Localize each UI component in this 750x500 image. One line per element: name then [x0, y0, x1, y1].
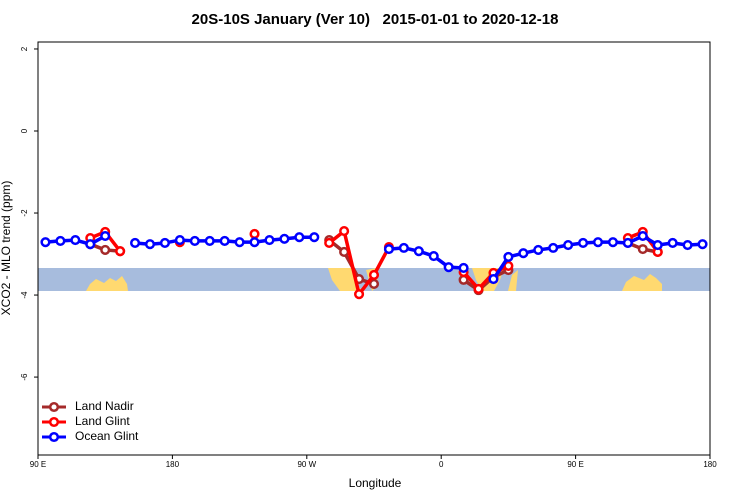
legend-label: Land Nadir: [75, 399, 134, 413]
data-point: [309, 232, 320, 243]
data-point: [159, 237, 170, 249]
y-tick-label: -2: [20, 209, 29, 217]
data-point: [368, 278, 380, 290]
data-point: [339, 226, 350, 237]
data-point: [144, 239, 156, 250]
data-point: [458, 262, 469, 274]
data-point: [85, 239, 96, 250]
data-point: [219, 235, 230, 246]
y-tick-label: 0: [20, 128, 29, 133]
data-point: [324, 237, 335, 249]
x-tick-label: 0: [439, 460, 444, 469]
plot-frame: [37, 41, 711, 456]
data-point: [637, 230, 648, 242]
data-point: [249, 228, 260, 239]
y-axis-label: XCO2 - MLO trend (ppm): [0, 181, 13, 316]
data-point: [115, 246, 126, 257]
data-point: [40, 237, 51, 248]
data-point: [249, 237, 260, 248]
legend-swatch-point: [48, 401, 60, 413]
data-point: [174, 235, 185, 246]
chart-title: 20S-10S January (Ver 10) 2015-01-01 to 2…: [192, 11, 559, 28]
legend-swatch-point: [48, 431, 60, 443]
data-point: [383, 244, 394, 255]
data-point: [548, 242, 559, 253]
data-point: [488, 274, 499, 285]
data-point: [503, 251, 514, 262]
data-point: [607, 237, 618, 248]
data-point: [234, 237, 245, 248]
data-point: [294, 232, 305, 243]
data-point: [398, 242, 409, 253]
x-axis-label: Longitude: [349, 476, 402, 490]
data-point: [100, 244, 111, 255]
y-tick-label: 2: [20, 46, 29, 51]
data-point: [368, 269, 380, 281]
data-point: [563, 239, 574, 251]
data-point: [592, 237, 604, 248]
data-point: [667, 237, 678, 249]
data-point: [682, 239, 693, 251]
data-point: [518, 248, 529, 259]
land-patch: [508, 270, 518, 291]
data-point: [578, 237, 589, 249]
data-point: [70, 235, 81, 246]
x-tick-label: 90 W: [297, 460, 316, 469]
data-point: [697, 239, 708, 250]
data-point: [55, 235, 66, 246]
y-tick-label: -6: [20, 373, 29, 381]
data-point: [503, 260, 514, 271]
legend-label: Land Glint: [75, 414, 130, 428]
data-point: [189, 235, 200, 246]
data-point: [204, 235, 215, 246]
data-point: [279, 233, 290, 244]
data-point: [413, 246, 424, 257]
data-point: [473, 283, 484, 294]
land-patch: [86, 276, 128, 291]
data-point: [652, 239, 663, 251]
x-tick-label: 90 E: [30, 460, 46, 469]
x-tick-label: 90 E: [567, 460, 583, 469]
data-point: [443, 262, 454, 273]
data-point: [100, 230, 111, 242]
x-tick-label: 180: [166, 460, 180, 469]
data-point: [428, 251, 439, 262]
data-point: [622, 237, 633, 249]
data-point: [264, 235, 275, 246]
y-tick-label: -4: [20, 291, 29, 299]
legend-swatch-point: [48, 416, 60, 428]
x-tick-label: 180: [703, 460, 717, 469]
data-point: [637, 244, 648, 255]
legend-label: Ocean Glint: [75, 429, 139, 443]
data-point: [354, 289, 365, 300]
land-patch: [622, 274, 662, 291]
data-point: [533, 244, 544, 255]
data-point: [130, 237, 141, 249]
